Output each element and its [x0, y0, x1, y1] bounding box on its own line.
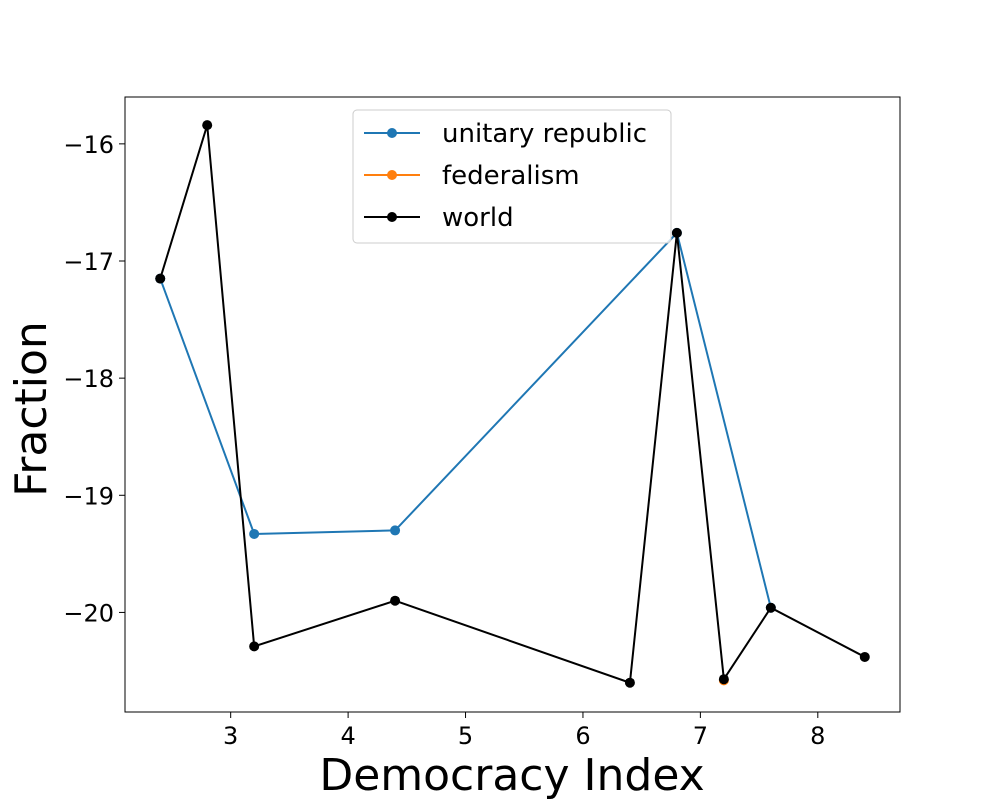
data-point [249, 528, 260, 539]
x-tick-label: 4 [340, 722, 355, 750]
y-tick-label: −19 [63, 482, 114, 510]
data-point [249, 641, 260, 652]
series-world [155, 120, 870, 688]
data-point [718, 674, 729, 685]
legend-item: federalism [364, 161, 580, 191]
plot-area [155, 120, 870, 688]
legend-marker [387, 170, 397, 180]
data-point [390, 525, 401, 536]
legend-label: federalism [442, 161, 580, 191]
x-tick-label: 7 [693, 722, 708, 750]
legend-label: world [442, 203, 514, 233]
x-axis-label: Democracy Index [319, 750, 704, 800]
y-tick-label: −16 [63, 131, 114, 159]
data-point [202, 120, 213, 131]
legend-marker [387, 212, 397, 222]
legend: unitary republic federalism world [352, 109, 672, 244]
y-axis: −16 −17 −18 −19 −20 [63, 131, 125, 627]
y-tick-label: −20 [63, 599, 114, 627]
x-tick-label: 5 [458, 722, 473, 750]
legend-item: world [364, 203, 514, 233]
legend-marker [387, 128, 397, 138]
data-point [390, 595, 401, 606]
data-point [859, 651, 870, 662]
x-tick-label: 6 [575, 722, 590, 750]
data-point [624, 677, 635, 688]
data-point [765, 602, 776, 613]
y-tick-label: −18 [63, 365, 114, 393]
data-point [155, 273, 166, 284]
legend-box [352, 109, 672, 244]
y-tick-label: −17 [63, 248, 114, 276]
y-axis-label: Fraction [6, 321, 57, 497]
legend-label: unitary republic [442, 119, 647, 149]
legend-item: unitary republic [364, 119, 647, 149]
x-tick-label: 3 [223, 722, 238, 750]
x-axis: 3 4 5 6 7 8 [223, 712, 825, 750]
x-tick-label: 8 [810, 722, 825, 750]
plot-frame [124, 96, 901, 713]
data-point [671, 227, 682, 238]
series-line [159, 230, 772, 608]
